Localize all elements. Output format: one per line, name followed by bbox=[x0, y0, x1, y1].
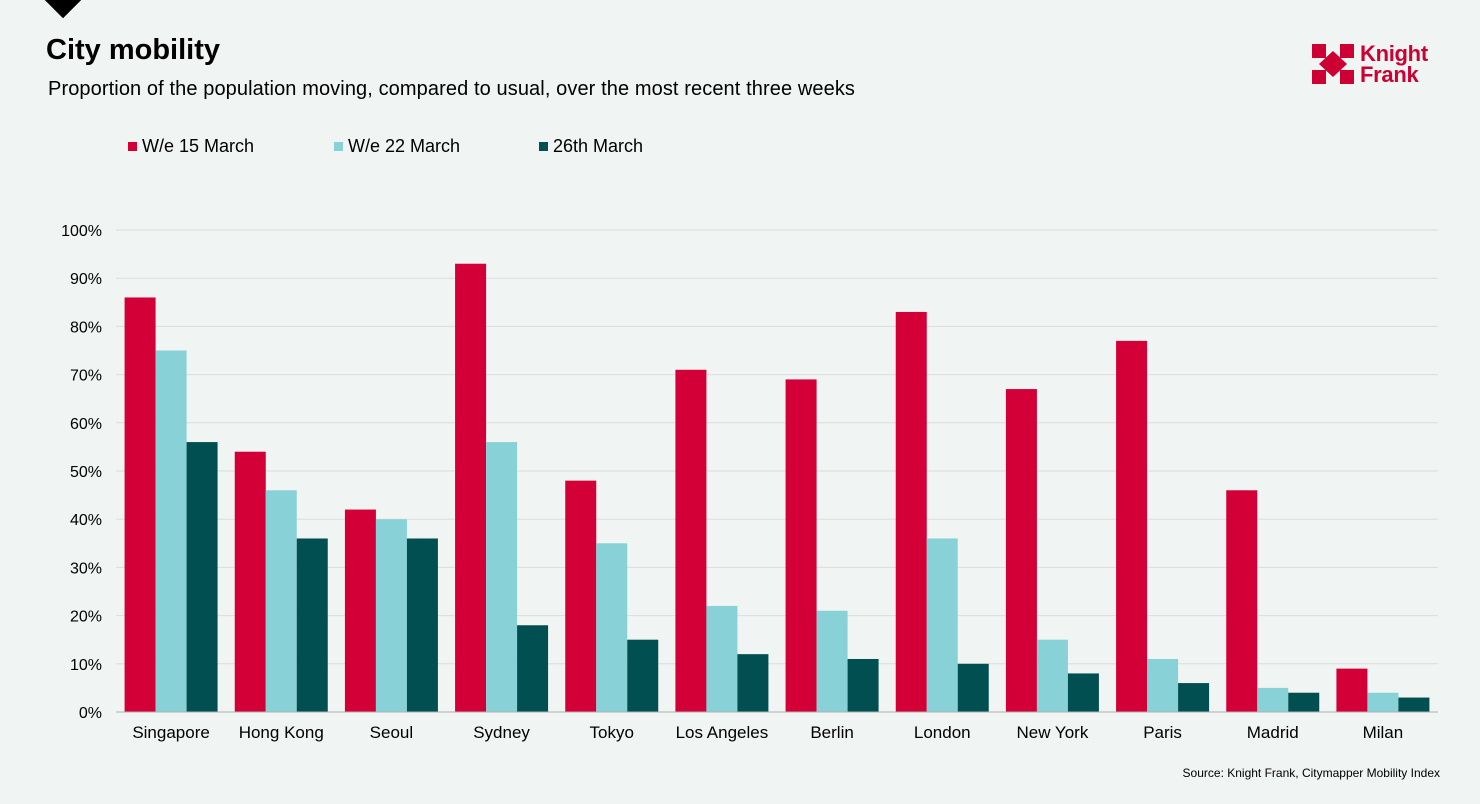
chart-title: City mobility bbox=[46, 34, 221, 66]
y-tick-label: 60% bbox=[70, 416, 102, 433]
x-tick-label: Singapore bbox=[132, 723, 210, 742]
bar-los-angeles-series-2 bbox=[706, 605, 738, 712]
legend-swatch-we15 bbox=[128, 142, 137, 151]
bar-madrid-series-2 bbox=[1257, 687, 1289, 712]
bar-tokyo-series-2 bbox=[596, 543, 628, 712]
y-tick-label: 90% bbox=[70, 271, 102, 288]
y-tick-label: 40% bbox=[70, 512, 102, 529]
bar-madrid-series-1 bbox=[1226, 490, 1258, 712]
bar-berlin-series-3 bbox=[847, 658, 879, 712]
x-tick-label: Berlin bbox=[810, 723, 853, 742]
y-tick-label: 100% bbox=[61, 223, 102, 240]
bar-hong-kong-series-2 bbox=[265, 490, 297, 712]
bar-london-series-2 bbox=[926, 538, 958, 712]
bar-milan-series-1 bbox=[1336, 668, 1368, 712]
bar-sydney-series-2 bbox=[486, 442, 518, 712]
bar-los-angeles-series-3 bbox=[737, 654, 769, 712]
bar-seoul-series-2 bbox=[375, 519, 407, 712]
bar-hong-kong-series-1 bbox=[234, 451, 266, 712]
bar-singapore-series-3 bbox=[186, 442, 218, 712]
bar-new-york-series-1 bbox=[1005, 389, 1037, 712]
bar-paris-series-3 bbox=[1178, 683, 1210, 712]
bar-seoul-series-1 bbox=[344, 509, 376, 712]
bar-hong-kong-series-3 bbox=[296, 538, 328, 712]
x-tick-label: New York bbox=[1017, 723, 1089, 742]
bar-sydney-series-1 bbox=[455, 263, 487, 712]
bar-berlin-series-2 bbox=[816, 610, 848, 712]
bar-milan-series-3 bbox=[1398, 697, 1430, 712]
y-tick-label: 0% bbox=[79, 705, 102, 722]
x-tick-label: Hong Kong bbox=[239, 723, 324, 742]
bar-paris-series-2 bbox=[1147, 658, 1179, 712]
bar-tokyo-series-1 bbox=[565, 480, 597, 712]
x-tick-label: Paris bbox=[1143, 723, 1182, 742]
legend-item-we22: W/e 22 March bbox=[334, 136, 460, 157]
bar-london-series-3 bbox=[957, 663, 989, 712]
x-tick-label: Tokyo bbox=[590, 723, 634, 742]
bar-berlin-series-1 bbox=[785, 379, 817, 712]
y-tick-label: 30% bbox=[70, 560, 102, 577]
chart-subtitle: Proportion of the population moving, com… bbox=[48, 78, 856, 100]
x-tick-label: Milan bbox=[1363, 723, 1404, 742]
x-tick-label: Madrid bbox=[1247, 723, 1299, 742]
legend-swatch-26march bbox=[539, 142, 548, 151]
legend-label-we15: W/e 15 March bbox=[142, 136, 255, 156]
bar-sydney-series-3 bbox=[517, 625, 549, 712]
bar-paris-series-1 bbox=[1116, 340, 1148, 712]
bar-new-york-series-3 bbox=[1067, 673, 1099, 712]
bar-singapore-series-1 bbox=[124, 297, 156, 712]
y-tick-label: 80% bbox=[70, 319, 102, 336]
bar-seoul-series-3 bbox=[406, 538, 438, 712]
bar-tokyo-series-3 bbox=[627, 639, 659, 712]
y-tick-label: 50% bbox=[70, 464, 102, 481]
logo-text-line1: Knight bbox=[1360, 41, 1428, 66]
legend-label-we22: W/e 22 March bbox=[348, 136, 461, 156]
bar-los-angeles-series-1 bbox=[675, 369, 707, 712]
legend-label-26march: 26th March bbox=[553, 136, 644, 156]
bar-london-series-1 bbox=[895, 311, 927, 712]
legend-swatch-we22 bbox=[334, 142, 343, 151]
y-tick-label: 10% bbox=[70, 657, 102, 674]
x-tick-label: Seoul bbox=[370, 723, 413, 742]
bar-singapore-series-2 bbox=[155, 350, 187, 712]
y-tick-label: 70% bbox=[70, 368, 102, 385]
legend-item-we15: W/e 15 March bbox=[128, 136, 254, 157]
x-tick-label: London bbox=[914, 723, 971, 742]
x-tick-label: Los Angeles bbox=[676, 723, 769, 742]
source-note: Source: Knight Frank, Citymapper Mobilit… bbox=[1182, 766, 1440, 780]
knight-frank-logo: Knight Frank bbox=[1310, 42, 1428, 86]
legend-item-26march: 26th March bbox=[539, 136, 643, 157]
bar-new-york-series-2 bbox=[1036, 639, 1068, 712]
logo-mark-icon bbox=[1312, 44, 1354, 84]
bar-madrid-series-3 bbox=[1288, 692, 1320, 712]
bar-milan-series-2 bbox=[1367, 692, 1399, 712]
logo-text-line2: Frank bbox=[1360, 62, 1419, 87]
x-tick-label: Sydney bbox=[473, 723, 530, 742]
y-tick-label: 20% bbox=[70, 609, 102, 626]
